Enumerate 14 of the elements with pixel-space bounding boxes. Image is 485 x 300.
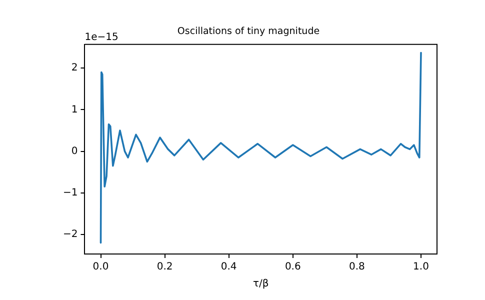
x-tick-label: 0.8 [348,262,365,273]
y-tick-label: −2 [62,229,78,240]
x-tick-label: 0.6 [284,262,301,273]
x-tick-label: 0.2 [156,262,173,273]
chart-title: Oscillations of tiny magnitude [177,26,320,38]
x-tick-label: 1.0 [413,262,429,273]
x-axis-title: τ/β [252,278,269,290]
x-tick-label: 0.4 [220,262,237,273]
y-tick-label: 1 [71,104,78,116]
y-tick-label: −1 [62,187,78,198]
y-tick-label: 2 [71,62,78,74]
x-tick-label: 0.0 [92,262,109,273]
y-tick-label: 0 [71,146,78,157]
text: 1e−15 [84,32,118,43]
